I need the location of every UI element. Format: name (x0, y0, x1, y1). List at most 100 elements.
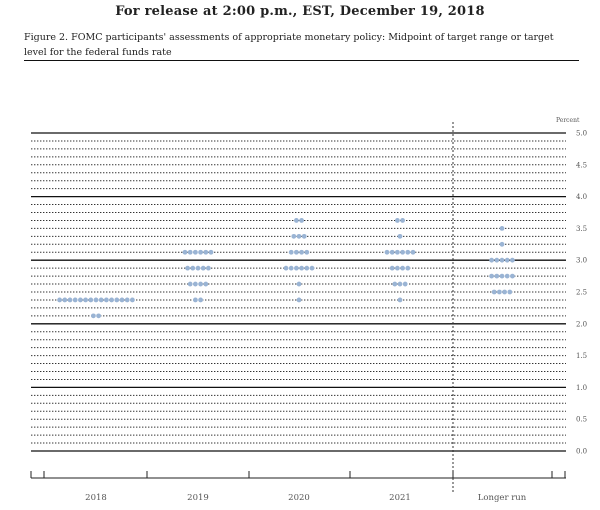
participant-dot (206, 265, 211, 271)
participant-dot (203, 249, 209, 255)
participant-dot (114, 297, 120, 303)
participant-dot (193, 297, 198, 303)
participant-dot (198, 297, 204, 303)
participant-dot (119, 297, 125, 303)
participant-dot (208, 249, 214, 255)
participant-dot (304, 249, 310, 255)
y-tick-label: 2.0 (576, 320, 587, 328)
y-tick-label: 3.0 (576, 257, 587, 265)
participant-dot (499, 226, 505, 231)
participant-dot (299, 249, 304, 255)
participant-dot (296, 233, 302, 239)
participant-dot (405, 249, 411, 255)
participant-dot (504, 273, 510, 279)
participant-dot (491, 289, 497, 295)
participant-dot (389, 265, 395, 271)
participant-dot (395, 249, 400, 255)
participant-dot (187, 281, 193, 287)
participant-dot (504, 257, 510, 263)
y-tick-label: 5.0 (576, 130, 587, 138)
x-category-label: 2019 (187, 493, 209, 503)
participant-dot (72, 297, 78, 303)
participant-dot (104, 297, 109, 303)
participant-dot (400, 265, 405, 271)
participant-dot (389, 249, 395, 255)
participant-dot (187, 249, 193, 255)
participant-dot (130, 297, 135, 303)
participant-dot (299, 218, 304, 223)
y-tick-labels: 0.0 0.5 1.0 1.5 2.0 2.5 3.0 3.5 4.0 4.5 5.0 (576, 130, 587, 456)
x-category-label: Longer run (478, 493, 527, 503)
participant-dot (296, 297, 302, 303)
participant-dot (288, 249, 294, 255)
participant-dot (400, 218, 405, 223)
y-tick-label: 4.5 (576, 161, 587, 169)
participant-dot (198, 281, 204, 287)
participant-dot (494, 273, 500, 279)
participant-dot (489, 257, 494, 263)
participant-dot (402, 281, 408, 287)
participant-dot (299, 265, 304, 271)
participant-dot (507, 289, 513, 295)
release-notice: For release at 2:00 p.m., EST, December … (115, 4, 485, 19)
participant-dot (395, 265, 400, 271)
participant-dot (309, 265, 315, 271)
participant-dot (301, 233, 307, 239)
participant-dot (62, 297, 68, 303)
participant-dot (499, 273, 505, 279)
x-category-label: 2021 (389, 493, 411, 503)
gridlines (31, 132, 566, 452)
participant-dot (294, 265, 299, 271)
x-category-label: 2020 (288, 493, 310, 503)
caption-divider (24, 60, 579, 61)
participant-dot (193, 281, 198, 287)
participant-dot (510, 273, 515, 279)
participant-dot (185, 265, 191, 271)
participant-dot (510, 257, 515, 263)
participant-dot (499, 241, 505, 247)
participant-dot (109, 297, 114, 303)
participant-dot (502, 289, 507, 295)
participant-dot (67, 297, 73, 303)
participant-dot (190, 265, 196, 271)
y-unit-label: Percent (556, 117, 580, 124)
participant-dot (182, 249, 188, 255)
participant-dot (195, 265, 201, 271)
participant-dot (397, 297, 403, 303)
participant-dot (296, 281, 302, 287)
y-tick-label: 2.5 (576, 289, 587, 297)
figure-caption: Figure 2. FOMC participants' assessments… (24, 32, 554, 58)
participant-dot (200, 265, 206, 271)
participant-dot (304, 265, 310, 271)
participant-dot (392, 281, 398, 287)
participant-dot (397, 233, 403, 239)
y-tick-label: 0.5 (576, 416, 587, 424)
participant-dot (497, 289, 502, 295)
participant-dot (283, 265, 289, 271)
participant-dot (410, 249, 416, 255)
participant-dot (124, 297, 130, 303)
participant-dot (98, 297, 104, 303)
x-category-label: 2018 (85, 493, 107, 503)
participant-dot (91, 313, 96, 319)
y-tick-label: 1.0 (576, 384, 587, 392)
participant-dots (57, 218, 515, 319)
participant-dot (288, 265, 294, 271)
participant-dot (78, 297, 83, 303)
participant-dot (294, 249, 299, 255)
y-tick-label: 3.5 (576, 225, 587, 233)
y-tick-label: 4.0 (576, 193, 587, 201)
y-tick-label: 0.0 (576, 448, 587, 456)
participant-dot (294, 218, 299, 223)
participant-dot (88, 297, 94, 303)
participant-dot (494, 257, 500, 263)
participant-dot (198, 249, 204, 255)
participant-dot (395, 218, 400, 223)
participant-dot (96, 313, 101, 319)
participant-dot (57, 297, 62, 303)
x-axis (30, 471, 566, 479)
participant-dot (499, 257, 505, 263)
participant-dot (203, 281, 209, 287)
participant-dot (83, 297, 88, 303)
